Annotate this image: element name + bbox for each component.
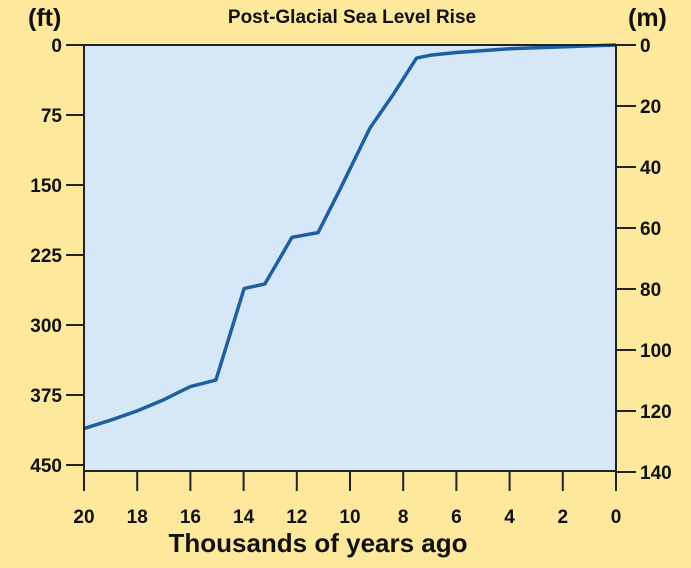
y-right-tick-label: 40 xyxy=(640,158,661,179)
x-tick-label: 14 xyxy=(233,507,255,528)
x-tick-label: 12 xyxy=(286,507,307,528)
x-tick-label: 20 xyxy=(73,507,94,528)
chart-title: Post-Glacial Sea Level Rise xyxy=(228,7,476,28)
y-left-tick-label: 225 xyxy=(30,246,62,267)
left-axis-unit: (ft) xyxy=(28,4,61,32)
y-right-tick-label: 80 xyxy=(640,280,661,301)
plot-area xyxy=(84,45,616,471)
y-left-tick-label: 75 xyxy=(41,106,63,127)
x-tick-label: 10 xyxy=(339,507,360,528)
x-axis-label: Thousands of years ago xyxy=(168,528,467,558)
y-right-tick-label: 20 xyxy=(640,97,661,118)
y-right-tick-label: 100 xyxy=(640,341,672,362)
x-tick-label: 2 xyxy=(558,507,569,528)
y-right-tick-label: 0 xyxy=(640,36,651,57)
right-axis-unit: (m) xyxy=(628,4,667,32)
y-right-tick-label: 120 xyxy=(640,402,672,423)
y-left-tick-label: 0 xyxy=(51,36,62,57)
y-right-tick-label: 60 xyxy=(640,219,661,240)
y-left-tick-label: 375 xyxy=(30,386,62,407)
x-tick-label: 18 xyxy=(127,507,148,528)
x-tick-label: 8 xyxy=(398,507,409,528)
sea-level-line xyxy=(83,43,617,431)
y-left-tick-label: 300 xyxy=(30,316,62,337)
y-left-tick-label: 450 xyxy=(30,456,62,477)
x-tick-label: 0 xyxy=(611,507,622,528)
y-right-tick-label: 140 xyxy=(640,463,672,484)
x-tick-label: 4 xyxy=(504,507,515,528)
x-tick-label: 16 xyxy=(180,507,201,528)
y-left-tick-label: 150 xyxy=(30,176,62,197)
x-tick-label: 6 xyxy=(451,507,462,528)
